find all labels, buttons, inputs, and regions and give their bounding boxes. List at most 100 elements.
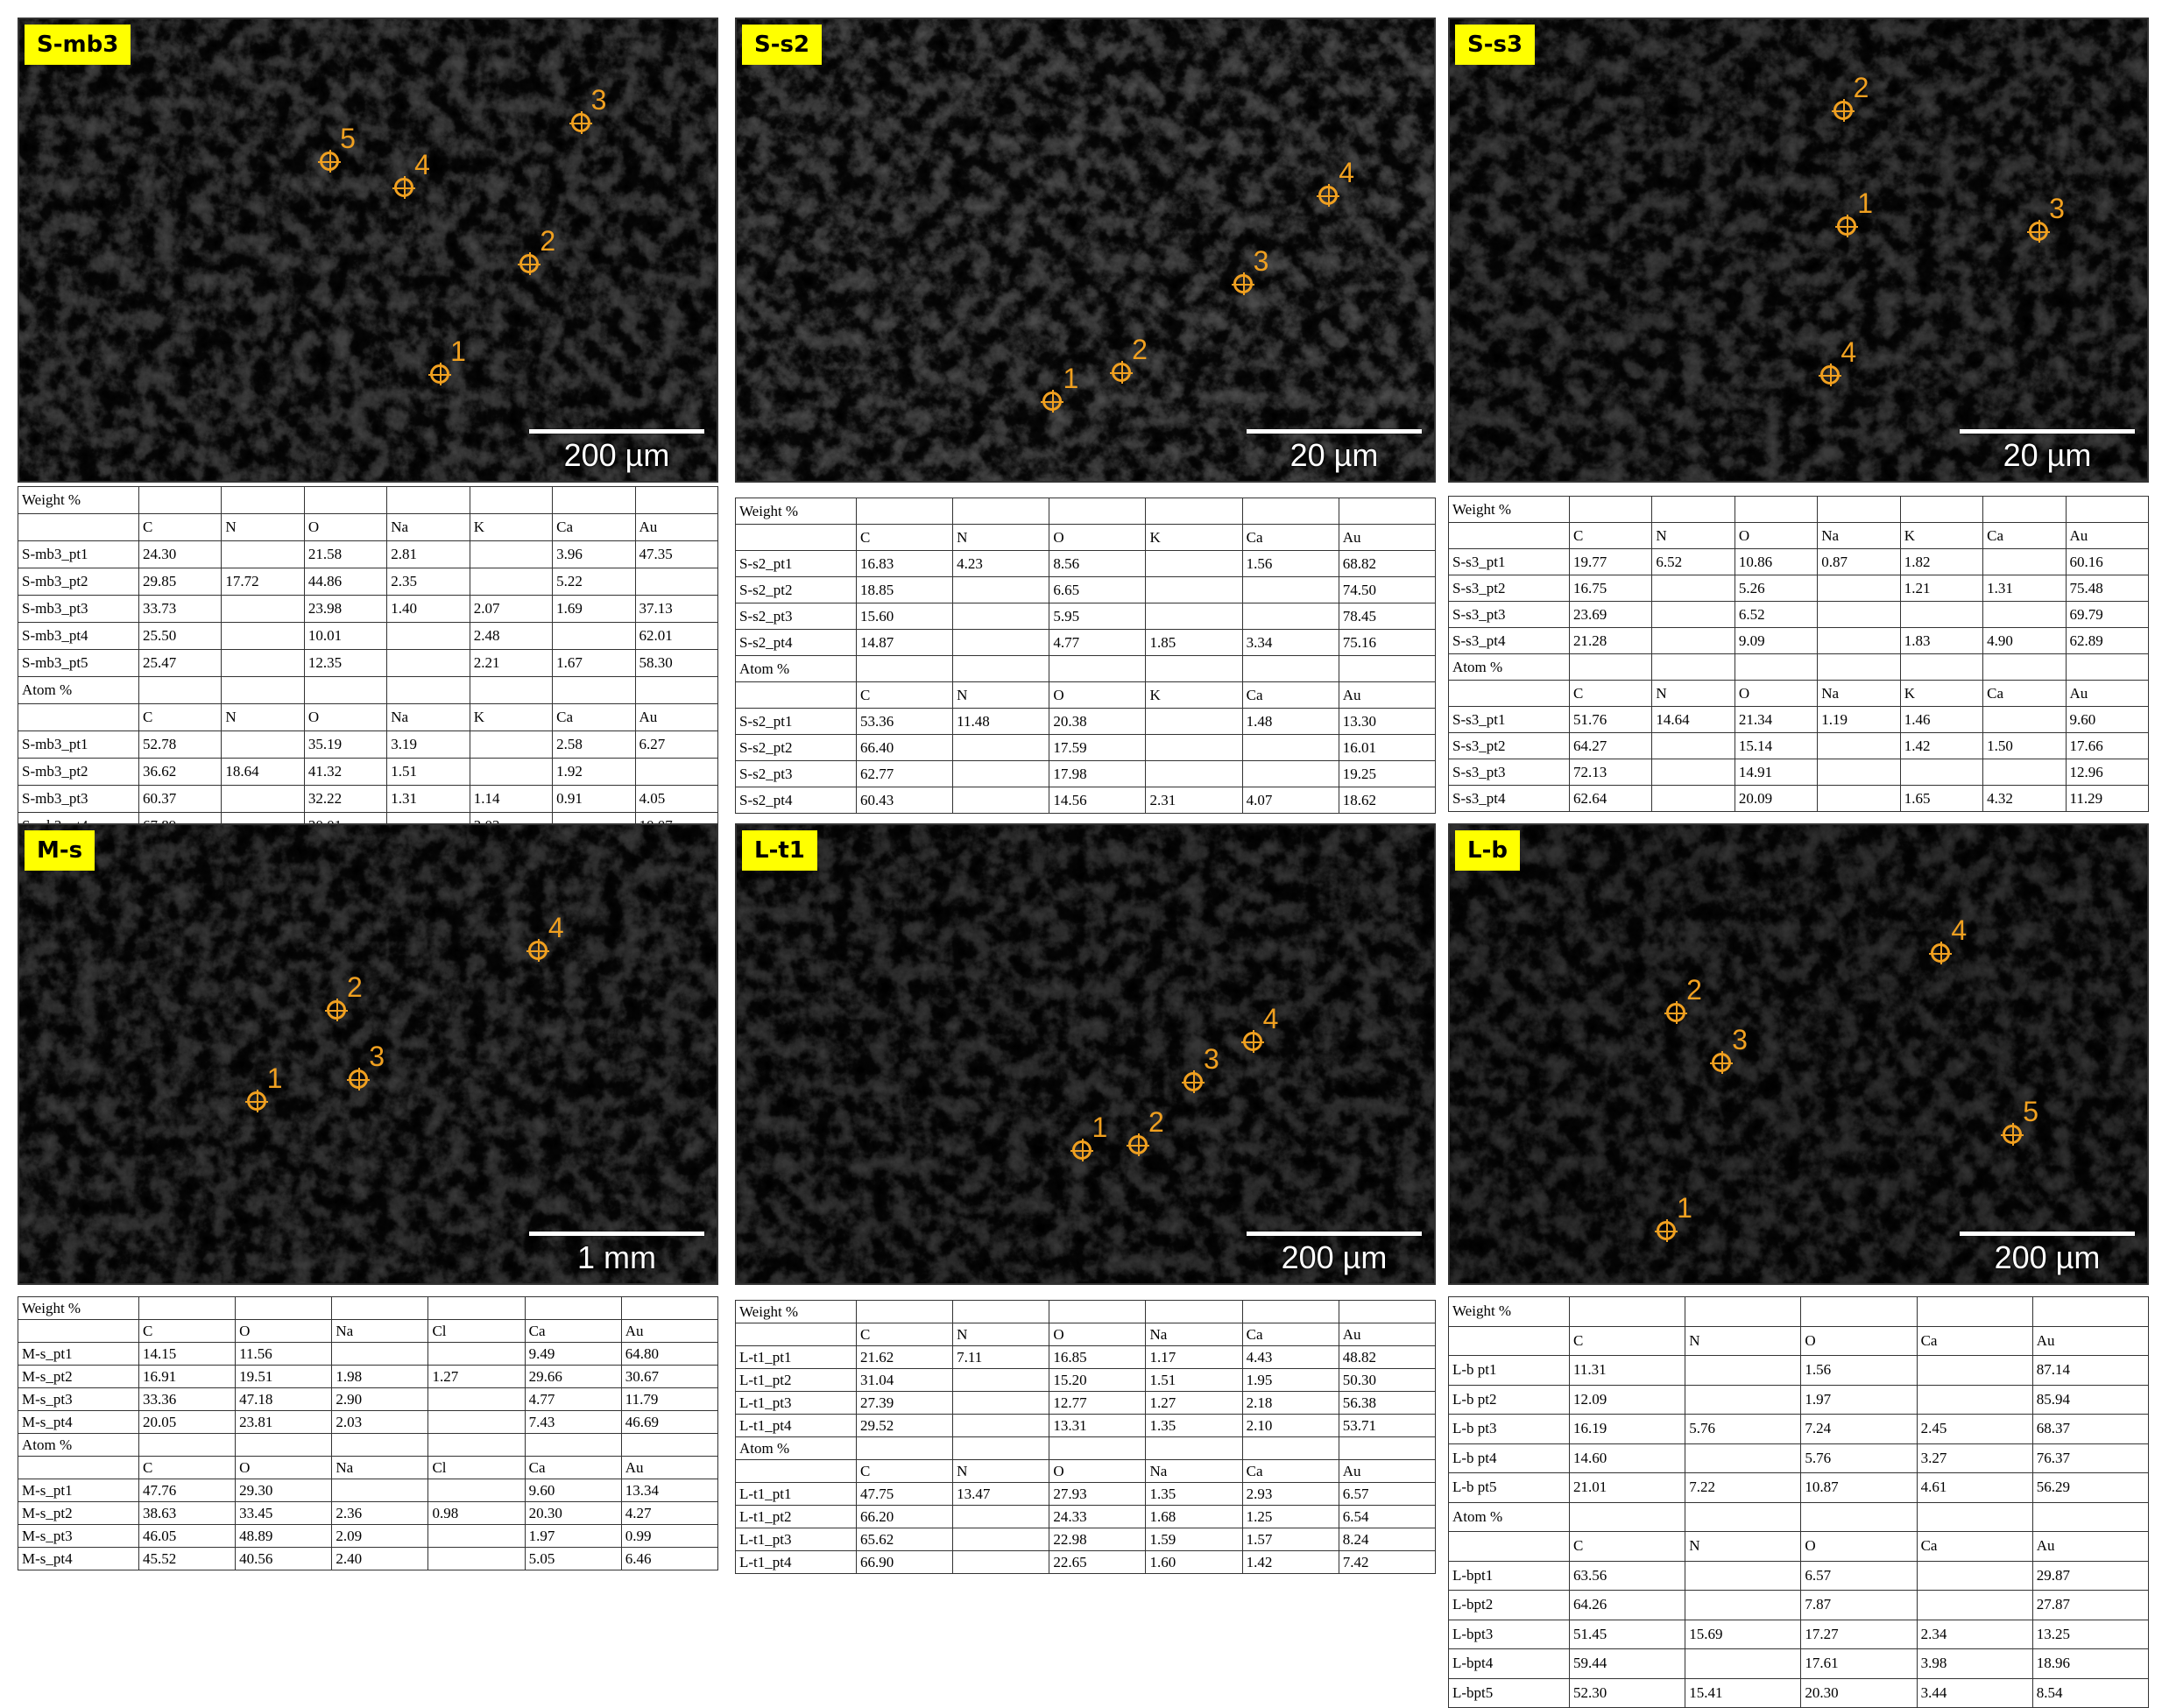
cell: 1.82: [1899, 548, 1984, 575]
cell: [221, 486, 305, 514]
point-marker: [1835, 215, 1859, 238]
cell: 10.86: [1734, 548, 1819, 575]
table-body: Weight % C N O Na Ca Au L-t1_pt1 21.62 7.11 16.85 1…: [735, 1300, 1437, 1574]
cell: 76.37: [2031, 1443, 2150, 1473]
cell: [1448, 1531, 1570, 1562]
point-number: 3: [1203, 1042, 1219, 1075]
column-header: O: [303, 513, 388, 541]
cell: [1982, 759, 2067, 786]
cell: 1.46: [1899, 706, 1984, 733]
column-header: N: [952, 1459, 1050, 1483]
cell: 1.83: [1899, 627, 1984, 654]
cell: [1982, 548, 2067, 575]
cell: 16.19: [1568, 1414, 1686, 1444]
cell: 2.21: [469, 649, 554, 677]
table-row: L-t1_pt1 21.62 7.11 16.85 1.17 4.43 48.82: [735, 1345, 1437, 1369]
cell: [524, 1296, 622, 1320]
point-marker: [318, 150, 342, 173]
row-name: L-b pt4: [1448, 1443, 1570, 1473]
cell: [221, 676, 305, 704]
cell: 6.57: [1800, 1560, 1918, 1591]
cell: 53.36: [855, 708, 954, 735]
cell: 51.45: [1568, 1619, 1686, 1649]
cell: 27.39: [855, 1391, 954, 1415]
cell: [634, 676, 719, 704]
cell: 2.93: [1241, 1482, 1339, 1506]
table-row: S-mb3_pt4 25.50 10.01 2.48 62.01: [18, 622, 719, 650]
point-marker: [1831, 98, 1855, 122]
table-row: Atom %: [18, 1433, 719, 1457]
column-header: C: [855, 1459, 954, 1483]
cell: [1651, 732, 1735, 759]
cell: 15.41: [1685, 1677, 1802, 1708]
sem-texture: [737, 19, 1434, 481]
cell: 11.48: [952, 708, 1050, 735]
cell: 11.56: [235, 1342, 333, 1366]
cell: 2.58: [552, 730, 636, 759]
table-row: M-s_pt3 46.05 48.89 2.09 1.97 0.99: [18, 1524, 719, 1548]
cell: [1916, 1296, 2033, 1327]
scale-line: [1960, 429, 2135, 434]
cell: 1.97: [1800, 1384, 1918, 1415]
table-row: L-b pt5 21.01 7.22 10.87 4.61 56.29: [1448, 1472, 2150, 1503]
row-name: S-s2_pt2: [735, 734, 857, 761]
panel-label: L-t1: [742, 830, 817, 871]
cell: [427, 1410, 526, 1434]
column-header: Au: [620, 1456, 719, 1479]
column-header: N: [952, 681, 1050, 709]
cell: 46.05: [138, 1524, 237, 1548]
cell: 27.87: [2031, 1590, 2150, 1620]
table-row: S-mb3_pt5 25.47 12.35 2.21 1.67 58.30: [18, 649, 719, 677]
table-row: L-bpt3 51.45 15.69 17.27 2.34 13.25: [1448, 1619, 2150, 1649]
column-header: O: [1049, 524, 1147, 551]
point-marker: [1127, 1133, 1150, 1157]
cell: 1.51: [386, 758, 470, 786]
cell: 7.43: [524, 1410, 622, 1434]
row-name: S-s2_pt1: [735, 550, 857, 577]
cell: [469, 676, 554, 704]
cell: [1241, 760, 1339, 787]
table-row: L-t1_pt4 29.52 13.31 1.35 2.10 53.71: [735, 1414, 1437, 1437]
cell: [1049, 655, 1147, 682]
table-body: Weight % C N O Ca Au L-b pt1 11.31 1.56 87.14 L-b …: [1448, 1296, 2150, 1708]
row-name: S-s3_pt3: [1448, 759, 1570, 786]
cell: [552, 622, 636, 650]
cell: [1685, 1296, 1802, 1327]
point-number: 3: [1253, 245, 1269, 278]
row-name: L-bpt4: [1448, 1648, 1570, 1679]
column-header: C: [1568, 522, 1653, 549]
cell: 56.38: [1338, 1391, 1437, 1415]
scale-line: [1247, 1232, 1422, 1236]
cell: [952, 1436, 1050, 1460]
cell: 48.82: [1338, 1345, 1437, 1369]
point-number: 2: [1686, 974, 1702, 1006]
cell: 2.18: [1241, 1391, 1339, 1415]
cell: [1817, 785, 1901, 812]
row-name: L-t1_pt3: [735, 1391, 857, 1415]
table-row: S-mb3_pt3 60.37 32.22 1.31 1.14 0.91 4.05: [18, 785, 719, 813]
point-number: 1: [266, 1062, 283, 1094]
cell: [1448, 1325, 1570, 1356]
cell: [855, 498, 954, 525]
cell: 32.22: [303, 785, 388, 813]
cell: [524, 1433, 622, 1457]
cell: 21.58: [303, 540, 388, 568]
cell: [386, 649, 470, 677]
cell: 4.90: [1982, 627, 2067, 654]
cell: 18.85: [855, 576, 954, 603]
point-number: 1: [450, 335, 466, 367]
cell: 1.69: [552, 595, 636, 623]
cell: [1982, 601, 2067, 628]
cell: 2.81: [386, 540, 470, 568]
table-row: S-mb3_pt2 36.62 18.64 41.32 1.51 1.92: [18, 758, 719, 786]
row-name: S-mb3_pt2: [18, 758, 139, 786]
table-row: S-mb3_pt3 33.73 23.98 1.40 2.07 1.69 37.13: [18, 595, 719, 623]
cell: [1145, 1300, 1243, 1323]
cell: 2.35: [386, 568, 470, 596]
table-row: C N O K Ca Au: [735, 524, 1437, 551]
cell: 33.36: [138, 1387, 237, 1411]
cell: 29.87: [2031, 1560, 2150, 1591]
cell: [1448, 522, 1570, 549]
table-row: L-bpt4 59.44 17.61 3.98 18.96: [1448, 1648, 2150, 1679]
row-name: M-s_pt1: [18, 1342, 139, 1366]
